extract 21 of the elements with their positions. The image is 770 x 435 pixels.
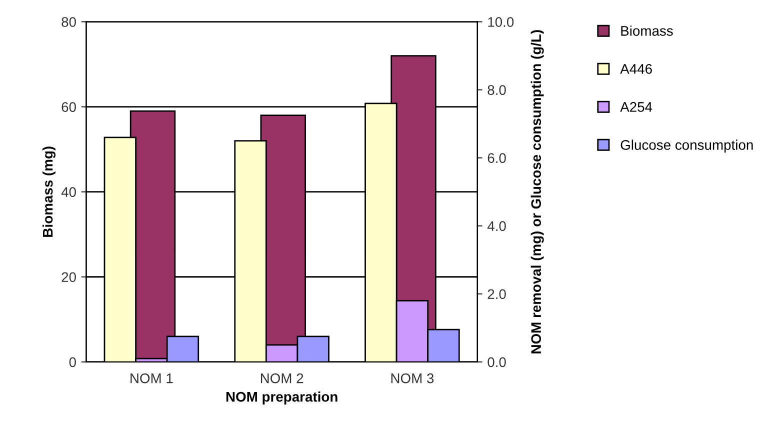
x-tick-label: NOM 2 [260,373,304,384]
y2-tick-label: 6.0 [488,153,506,163]
y2-axis-title: NOM removal (mg) or Glucose consumption (g/L) [530,30,544,354]
legend-label: A254 [620,102,652,112]
y2-tick-label: 10.0 [488,17,514,27]
x-tick-label: NOM 1 [130,373,173,384]
y-tick-label: 0 [69,357,76,368]
legend-label: Biomass [621,26,673,36]
y-tick-label: 40 [61,187,76,198]
y-axis-title: Biomass (mg) [42,146,56,237]
y-tick-label: 60 [62,102,76,112]
y-tick-label: 80 [62,17,76,27]
y2-tick-label: 4.0 [487,221,506,232]
x-axis-title: NOM preparation [226,392,338,404]
y2-tick-label: 0.0 [488,357,506,368]
legend-label: Glucose consumption [620,140,753,153]
y2-tick-label: 2.0 [488,289,506,300]
legend-label: A446 [620,64,652,74]
y-tick-label: 20 [62,272,76,282]
x-tick-label: NOM 3 [391,373,434,384]
y2-tick-label: 8.0 [488,85,506,95]
